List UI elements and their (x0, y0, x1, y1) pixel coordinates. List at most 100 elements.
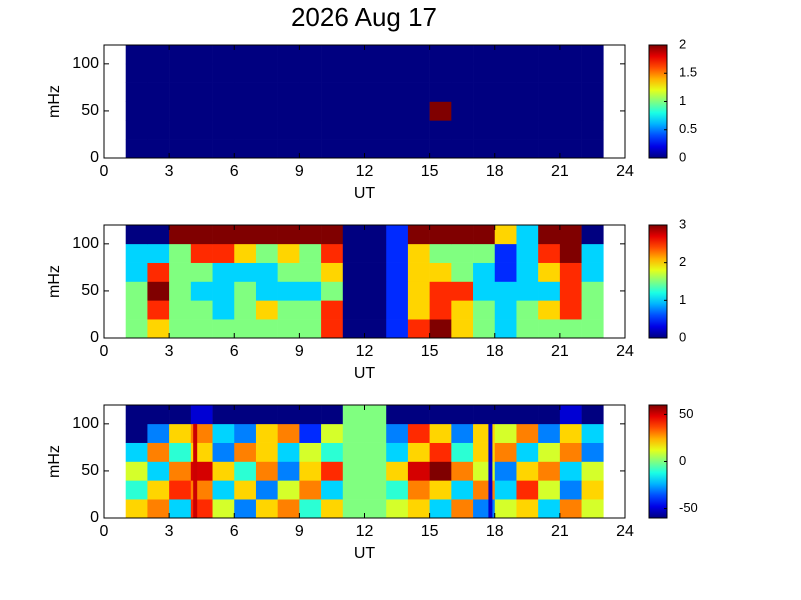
heat-cell (342, 120, 365, 140)
heat-cell (516, 139, 539, 159)
heat-cell (169, 423, 192, 443)
heat-cell (364, 300, 387, 320)
heat-cell (234, 442, 257, 462)
heat-cell (386, 499, 409, 519)
heat-cell (234, 82, 257, 102)
heat-cell (516, 262, 539, 282)
heat-cell (147, 120, 170, 140)
heat-cell (212, 82, 235, 102)
heat-cell (429, 319, 452, 339)
heat-cell (494, 405, 517, 425)
heat-cell (559, 405, 582, 425)
heat-cell (581, 281, 604, 301)
heat-cell (538, 281, 561, 301)
heat-cell (147, 63, 170, 83)
heat-cell (451, 423, 474, 443)
heat-cell (277, 300, 300, 320)
heat-cell (386, 82, 409, 102)
heat-cell (321, 120, 344, 140)
heat-cell (494, 480, 517, 500)
heat-cell (473, 63, 496, 83)
heat-cell (407, 63, 430, 83)
x-tick-label: 18 (486, 523, 504, 540)
heat-cell (147, 139, 170, 159)
heat-cell (516, 499, 539, 519)
heat-cell (364, 405, 387, 425)
heat-cell (169, 442, 192, 462)
heat-cell (386, 319, 409, 339)
heat-cell (494, 225, 517, 245)
heat-cell (581, 45, 604, 65)
heat-cell (538, 423, 561, 443)
heat-cell (538, 405, 561, 425)
heat-cell (255, 480, 278, 500)
x-tick-label: 24 (616, 523, 634, 540)
heat-cell (559, 63, 582, 83)
heat-cell (277, 63, 300, 83)
heat-cell (342, 281, 365, 301)
heat-cell (342, 480, 365, 500)
heat-cell (364, 423, 387, 443)
heat-cell (538, 82, 561, 102)
heat-cell (386, 300, 409, 320)
heat-cell (147, 499, 170, 519)
heat-cell (581, 461, 604, 481)
heat-cell (234, 405, 257, 425)
heat-cell (407, 300, 430, 320)
heat-cell (451, 499, 474, 519)
x-tick-label: 18 (486, 343, 504, 360)
heat-cell (299, 82, 322, 102)
heat-cell (190, 319, 213, 339)
x-tick-label: 15 (421, 343, 439, 360)
heat-cell (321, 243, 344, 263)
colorbar-tick-label: 0 (679, 329, 686, 344)
heat-cell (581, 120, 604, 140)
heat-cell (538, 225, 561, 245)
heat-cell (147, 405, 170, 425)
x-axis-label: UT (354, 545, 376, 562)
heat-cell (386, 461, 409, 481)
heat-cell (125, 225, 148, 245)
heat-cell (234, 139, 257, 159)
heat-cell (538, 101, 561, 121)
figure-title: 2026 Aug 17 (291, 2, 437, 32)
heat-cell (364, 461, 387, 481)
heat-cell (255, 225, 278, 245)
heat-cell (299, 442, 322, 462)
heat-cell (125, 101, 148, 121)
heat-cell (581, 480, 604, 500)
heat-cell (147, 480, 170, 500)
heat-cell (473, 82, 496, 102)
heat-cell (147, 300, 170, 320)
x-axis-label: UT (354, 365, 376, 382)
x-tick-label: 18 (486, 163, 504, 180)
heat-cell (473, 101, 496, 121)
heat-cell (212, 423, 235, 443)
heat-cell (255, 45, 278, 65)
heat-cell (342, 442, 365, 462)
heat-cell (473, 139, 496, 159)
heat-cell (169, 120, 192, 140)
heat-cell (147, 461, 170, 481)
heat-cell (190, 262, 213, 282)
heat-cell (581, 442, 604, 462)
heat-cell (190, 300, 213, 320)
heat-cell (407, 101, 430, 121)
heat-cell (255, 101, 278, 121)
heat-cell (147, 45, 170, 65)
heat-cell (342, 225, 365, 245)
heat-cell (451, 139, 474, 159)
heat-cell (429, 82, 452, 102)
heat-cell (451, 45, 474, 65)
heat-cell (581, 499, 604, 519)
colorbar-tick-label: 2 (679, 36, 686, 51)
heat-cell (538, 120, 561, 140)
y-tick-label: 50 (81, 462, 99, 479)
heat-cell (234, 300, 257, 320)
heat-cell (321, 300, 344, 320)
x-tick-label: 6 (230, 343, 239, 360)
heat-cell (516, 405, 539, 425)
heat-cell (516, 300, 539, 320)
heat-cell (559, 319, 582, 339)
heat-cell (277, 499, 300, 519)
